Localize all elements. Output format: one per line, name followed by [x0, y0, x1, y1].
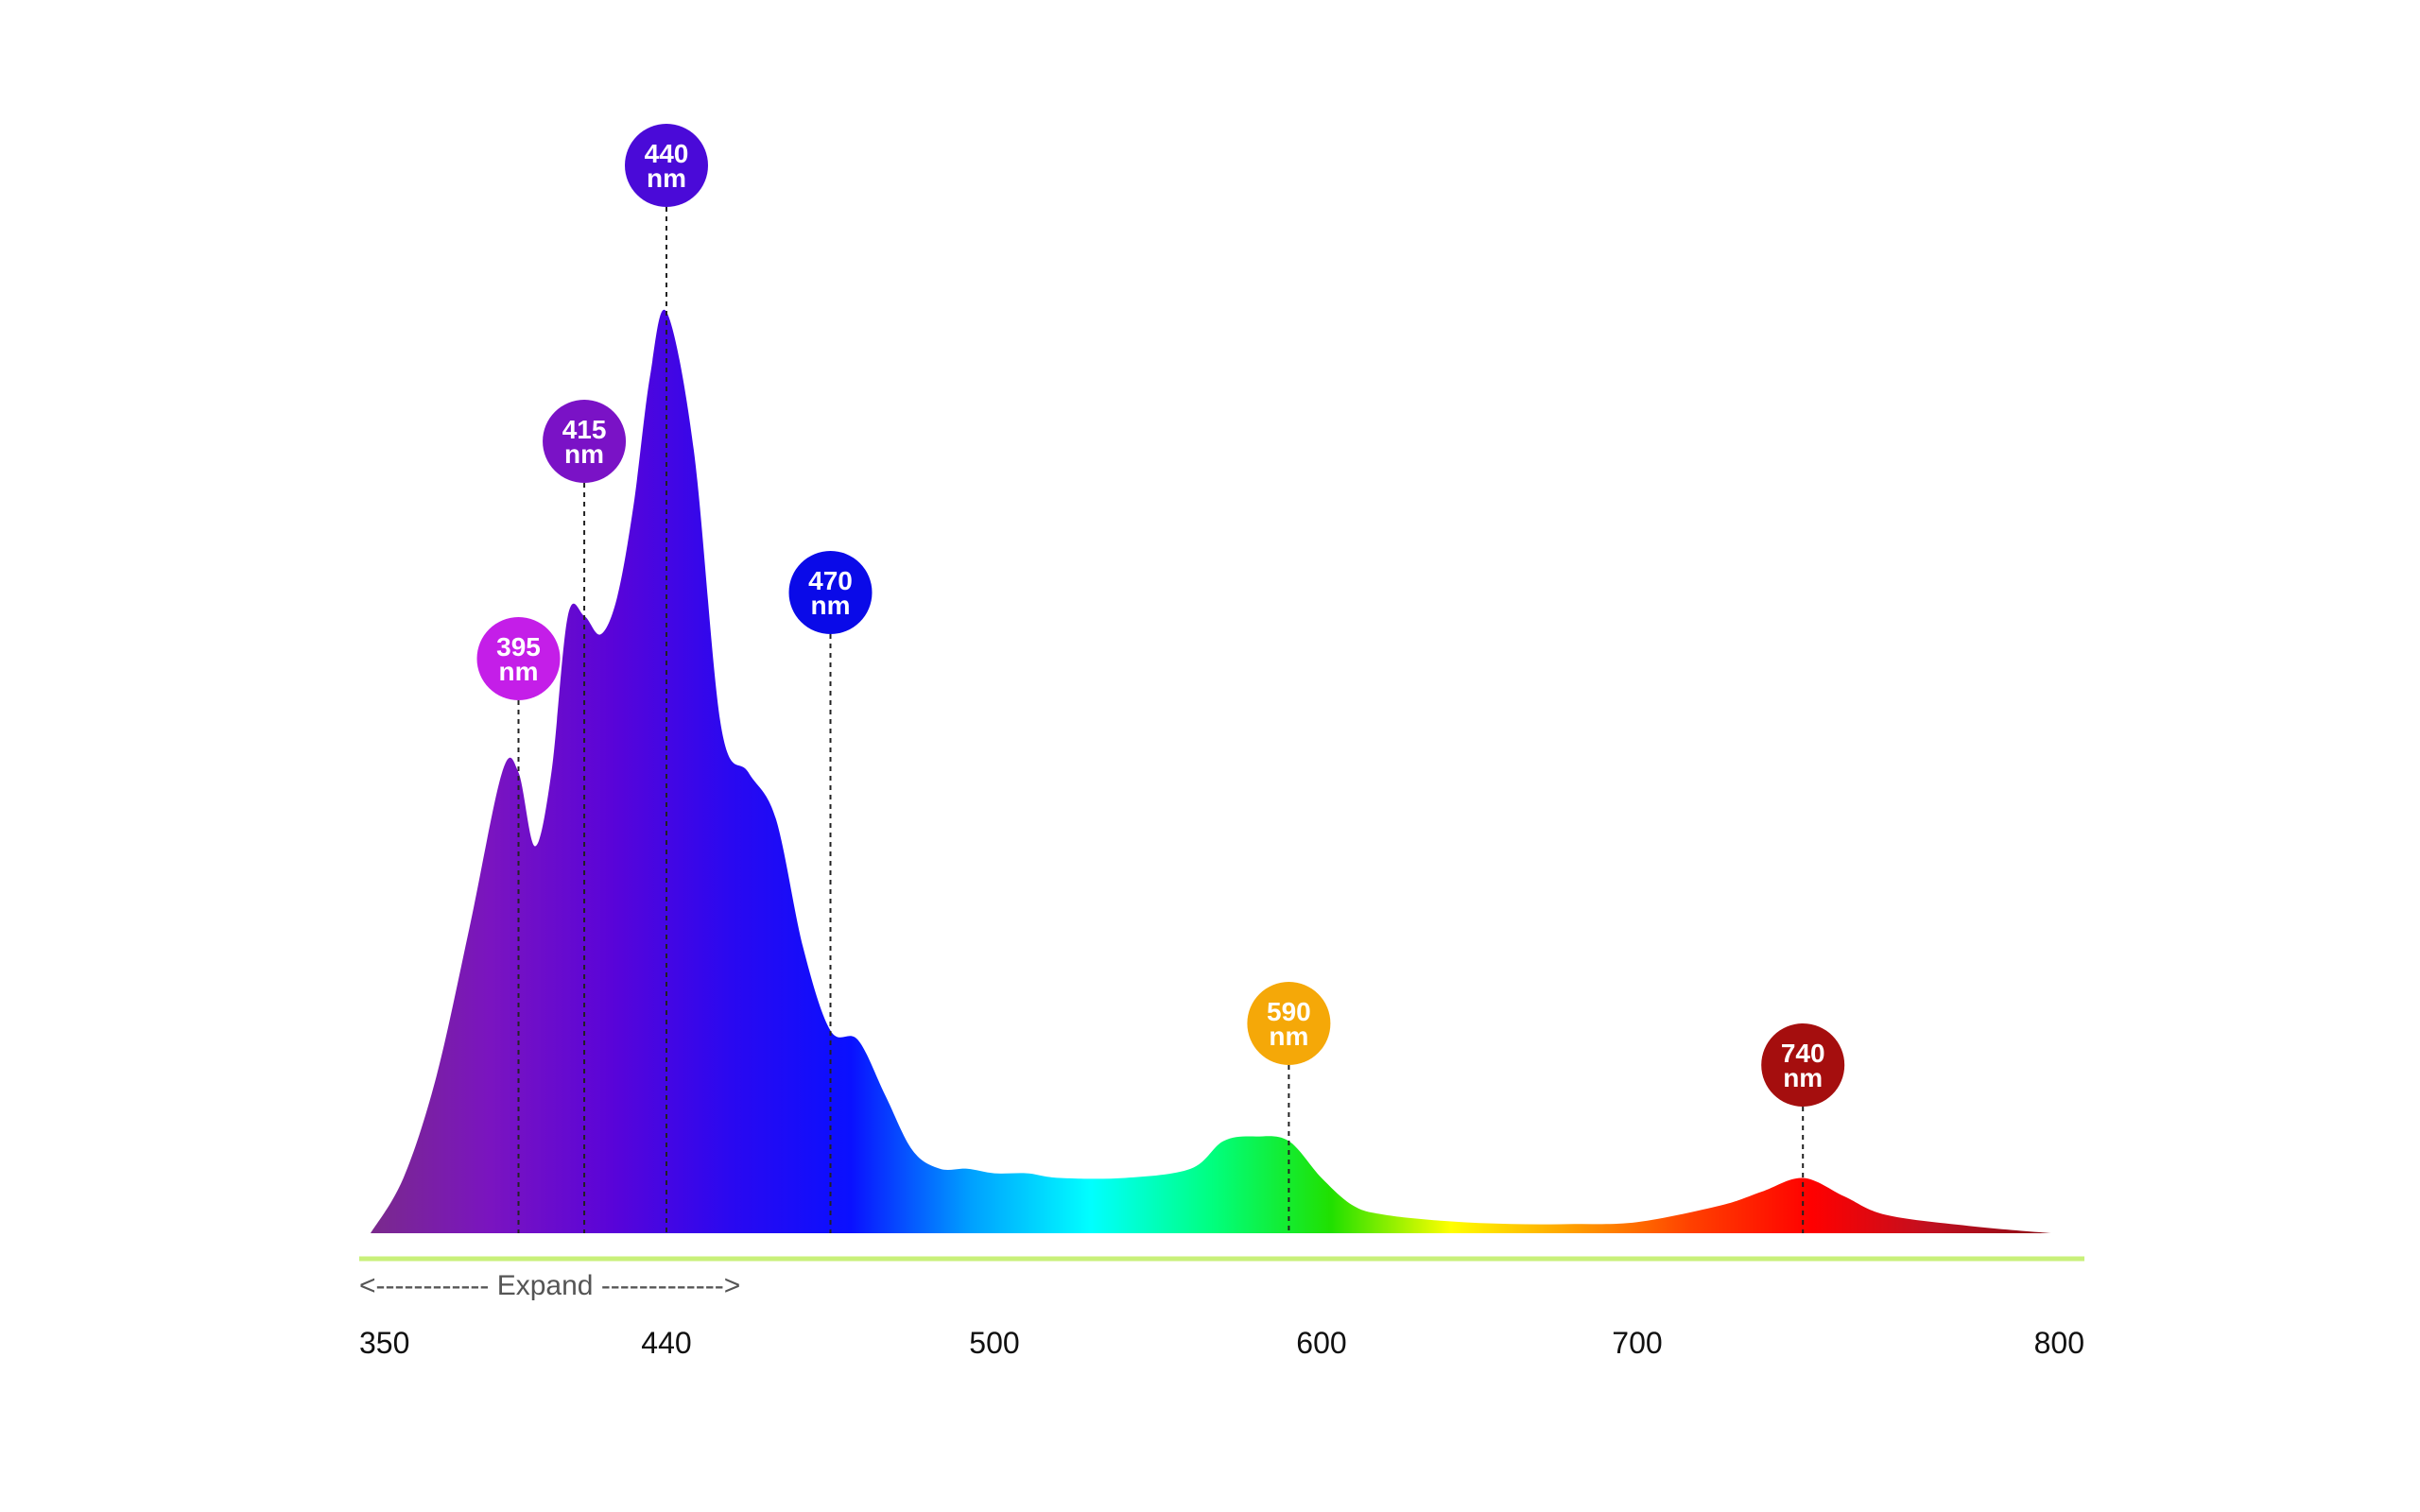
peak-unit-label: nm — [1783, 1063, 1823, 1092]
peak-badge-590 — [1247, 982, 1331, 1065]
peak-value-label: 740 — [1781, 1039, 1825, 1068]
peak-unit-label: nm — [564, 439, 604, 469]
peak-unit-label: nm — [499, 657, 539, 686]
peak-badge-395 — [476, 617, 561, 700]
peak-badge-470 — [788, 551, 873, 634]
peak-unit-label: nm — [811, 591, 851, 620]
peak-badge-440 — [625, 124, 708, 207]
peak-lines — [517, 207, 1805, 1233]
x-tick-label-440: 440 — [641, 1326, 691, 1360]
x-tick-label-600: 600 — [1296, 1326, 1346, 1360]
x-axis-ticks: 350 440 500 600 700 800 — [359, 1326, 2084, 1360]
peak-badge-740 — [1761, 1023, 1845, 1107]
peak-value-label: 470 — [808, 566, 853, 595]
peak-value-label: 395 — [496, 632, 541, 662]
peak-badge-415 — [543, 400, 627, 483]
x-tick-label-800: 800 — [2034, 1326, 2084, 1360]
peak-value-label: 415 — [562, 415, 607, 444]
peak-unit-label: nm — [1269, 1022, 1308, 1051]
peak-unit-label: nm — [647, 163, 686, 193]
peak-value-label: 440 — [645, 139, 689, 168]
expand-label: <------------ Expand -------------> — [359, 1270, 740, 1301]
peak-value-label: 590 — [1267, 997, 1311, 1026]
x-tick-label-350: 350 — [359, 1326, 409, 1360]
spectrum-area — [371, 309, 2051, 1233]
x-tick-label-500: 500 — [969, 1326, 1019, 1360]
x-tick-label-700: 700 — [1612, 1326, 1662, 1360]
